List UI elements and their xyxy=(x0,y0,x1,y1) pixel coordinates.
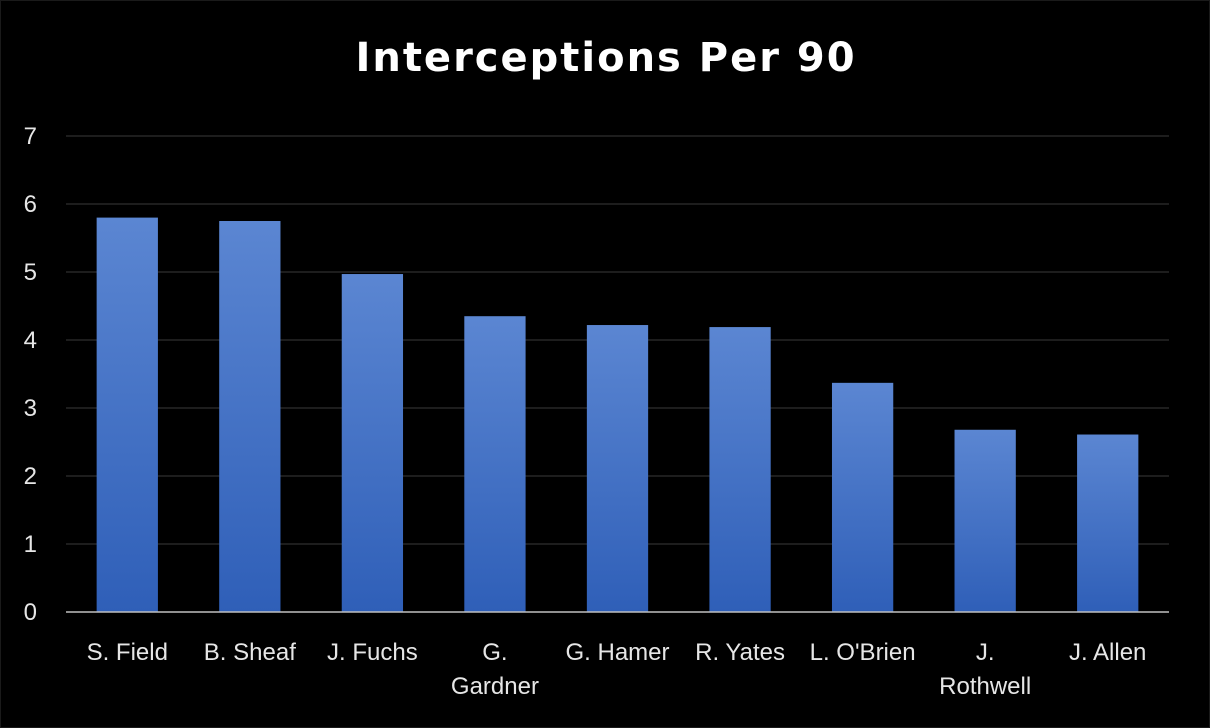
x-category-label-line: L. O'Brien xyxy=(810,639,916,666)
bar xyxy=(709,327,771,612)
bar xyxy=(586,325,649,612)
bar xyxy=(831,382,894,612)
x-category-label-line: Gardner xyxy=(451,673,539,700)
x-category-label: G. Hamer xyxy=(565,639,669,666)
x-category-label-line: Rothwell xyxy=(939,673,1031,700)
x-category-label: B. Sheaf xyxy=(204,639,296,666)
x-category-label-line: J. Allen xyxy=(1069,639,1146,666)
bar xyxy=(341,274,404,612)
x-category-label-line: G. xyxy=(482,639,507,666)
x-category-label: R. Yates xyxy=(695,639,785,666)
x-category-label: J. Allen xyxy=(1069,639,1146,666)
y-axis-tick-labels: 0 1 2 3 4 5 6 7 xyxy=(24,123,37,626)
chart-title: Interceptions Per 90 xyxy=(355,35,857,81)
x-category-label-line: J. Fuchs xyxy=(327,639,418,666)
bar xyxy=(464,316,526,612)
x-category-label-line: S. Field xyxy=(87,639,168,666)
bars xyxy=(96,217,1139,612)
y-tick-label: 2 xyxy=(24,463,37,490)
bar xyxy=(1077,434,1139,612)
y-tick-label: 1 xyxy=(24,531,37,558)
bar xyxy=(96,217,158,612)
y-tick-label: 5 xyxy=(24,259,37,286)
y-tick-label: 0 xyxy=(24,599,37,626)
bar xyxy=(219,221,281,612)
x-category-label: G. Gardner xyxy=(451,639,539,700)
x-category-label-line: J. xyxy=(976,639,995,666)
y-tick-label: 4 xyxy=(24,327,37,354)
y-tick-label: 3 xyxy=(24,395,37,422)
x-category-label: J. Fuchs xyxy=(327,639,418,666)
x-category-label-line: B. Sheaf xyxy=(204,639,296,666)
y-tick-label: 7 xyxy=(24,123,37,150)
bar xyxy=(954,429,1016,612)
x-axis-category-labels: S. Field B. Sheaf J. Fuchs G. Gardner G. Hame… xyxy=(87,639,1147,700)
x-category-label-line: G. Hamer xyxy=(565,639,669,666)
x-category-label-line: R. Yates xyxy=(695,639,785,666)
y-tick-label: 6 xyxy=(24,191,37,218)
x-category-label: S. Field xyxy=(87,639,168,666)
x-category-label: L. O'Brien xyxy=(810,639,916,666)
x-category-label: J. Rothwell xyxy=(939,639,1031,700)
